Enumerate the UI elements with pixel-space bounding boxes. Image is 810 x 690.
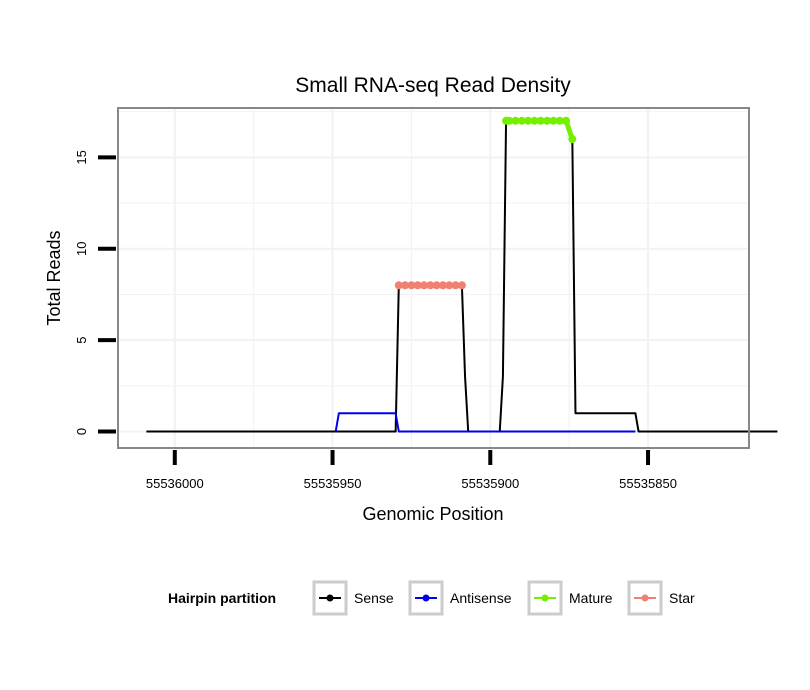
legend-label-mature: Mature: [569, 590, 613, 606]
legend-label-star: Star: [669, 590, 695, 606]
data-point-mature: [505, 116, 514, 125]
data-point-mature: [511, 116, 520, 125]
x-tick-label: 55536000: [146, 476, 204, 491]
data-point-mature: [543, 116, 552, 125]
data-point-mature: [562, 116, 571, 125]
data-point-star: [407, 281, 416, 290]
data-point-star: [432, 281, 441, 290]
legend-item-mature: Mature: [527, 580, 613, 616]
series-markers: [394, 116, 577, 290]
gridlines: [118, 108, 749, 448]
data-point-mature: [536, 116, 545, 125]
chart-title: Small RNA-seq Read Density: [295, 74, 571, 97]
plot-panel-border: [117, 107, 750, 449]
legend-label-antisense: Antisense: [450, 590, 512, 606]
x-axis-title: Genomic Position: [362, 504, 503, 524]
legend-title: Hairpin partition: [168, 590, 276, 606]
y-axis: 0 5 10 15: [74, 150, 116, 435]
data-point-star: [394, 281, 403, 290]
data-point-star: [401, 281, 410, 290]
y-tick-label: 0: [74, 428, 89, 435]
x-tick-label: 55535900: [461, 476, 519, 491]
data-point-mature: [530, 116, 539, 125]
legend-items: Sense Antisense Mature Star: [312, 580, 695, 616]
legend-key-point: [326, 594, 334, 602]
data-point-star: [451, 281, 460, 290]
legend: Hairpin partition Sense Antisense Mature St…: [168, 580, 695, 616]
data-point-star: [420, 281, 429, 290]
y-tick-label: 5: [74, 337, 89, 344]
data-point-star: [413, 281, 422, 290]
y-tick-label: 10: [74, 242, 89, 256]
data-point-mature: [555, 116, 564, 125]
data-point-star: [457, 281, 466, 290]
data-point-mature: [568, 135, 577, 144]
x-axis: 55536000 55535950 55535900 55535850: [146, 450, 677, 491]
series-line-sense: [146, 119, 778, 433]
data-point-star: [426, 281, 435, 290]
series-lines: [146, 119, 778, 433]
series-line-antisense: [334, 412, 636, 433]
legend-label-sense: Sense: [354, 590, 394, 606]
data-point-star: [445, 281, 454, 290]
data-point-mature: [549, 116, 558, 125]
legend-key-point: [641, 594, 649, 602]
x-tick-label: 55535850: [619, 476, 677, 491]
data-point-mature: [517, 116, 526, 125]
legend-item-antisense: Antisense: [408, 580, 512, 616]
data-point-mature: [524, 116, 533, 125]
legend-key-point: [541, 594, 549, 602]
x-tick-label: 55535950: [304, 476, 362, 491]
y-tick-label: 15: [74, 150, 89, 164]
legend-key-point: [422, 594, 430, 602]
legend-item-star: Star: [627, 580, 695, 616]
legend-item-sense: Sense: [312, 580, 394, 616]
data-point-star: [438, 281, 447, 290]
y-axis-title: Total Reads: [44, 230, 64, 325]
